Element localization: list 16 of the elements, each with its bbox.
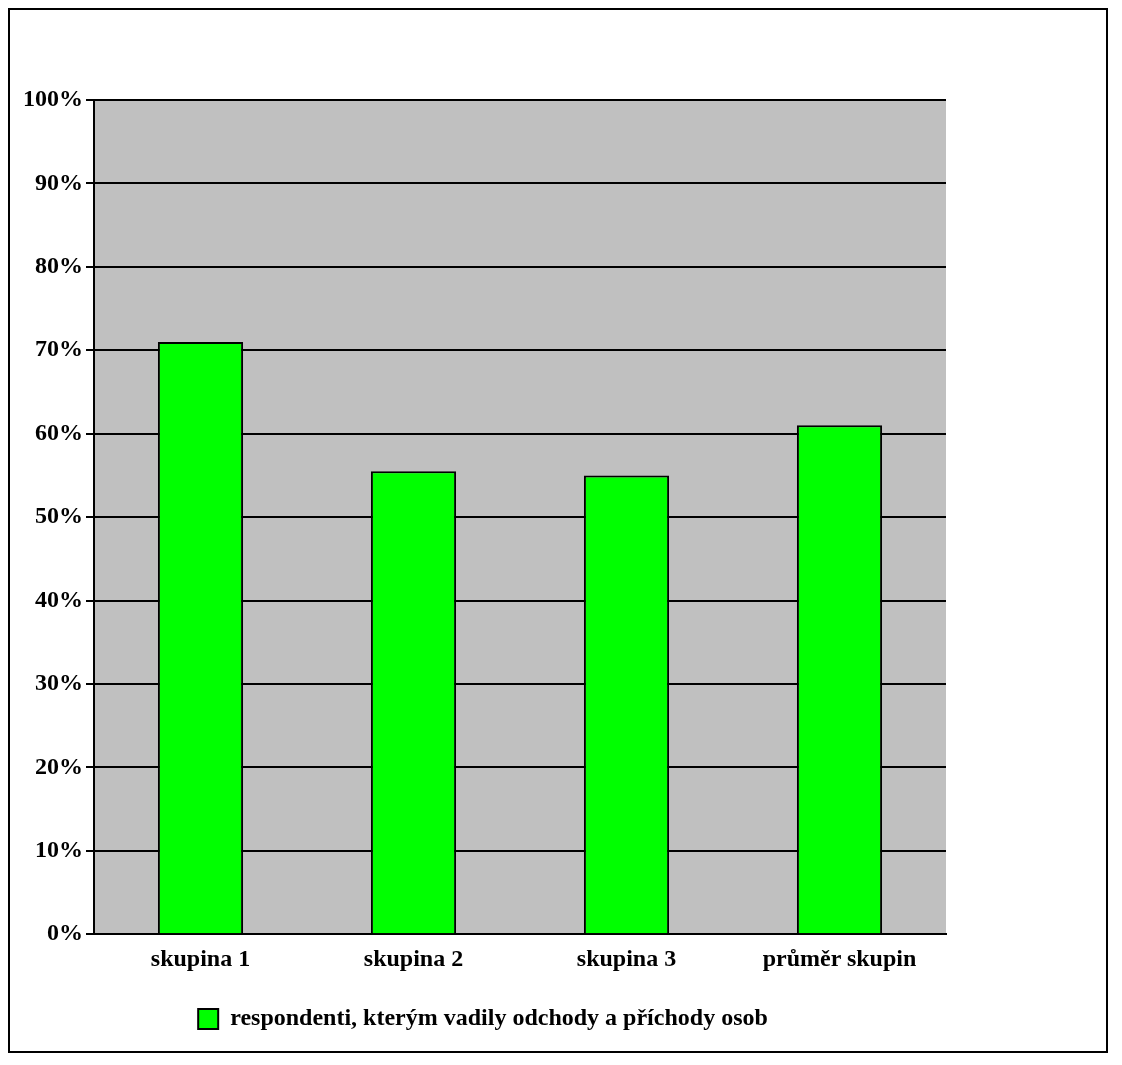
y-tick-label: 20% (35, 752, 83, 779)
y-tick-label: 80% (35, 252, 83, 279)
y-tick-label: 100% (23, 85, 83, 112)
x-tick-label: průměr skupin (762, 944, 917, 971)
y-tick-label: 70% (35, 335, 83, 362)
x-tick-label: skupina 3 (576, 944, 677, 971)
y-tick-label: 50% (35, 502, 83, 529)
x-tick-label: skupina 1 (150, 944, 251, 971)
x-tick-label: skupina 2 (363, 944, 464, 971)
y-tick-label: 40% (35, 585, 83, 612)
y-tick-label: 90% (35, 168, 83, 195)
y-tick-label: 30% (35, 669, 83, 696)
legend-label: respondenti, kterým vadily odchody a příchody osob (230, 1004, 768, 1031)
y-tick-label: 0% (47, 919, 83, 946)
y-tick-label: 10% (35, 835, 83, 862)
y-tick-label: 60% (35, 418, 83, 445)
